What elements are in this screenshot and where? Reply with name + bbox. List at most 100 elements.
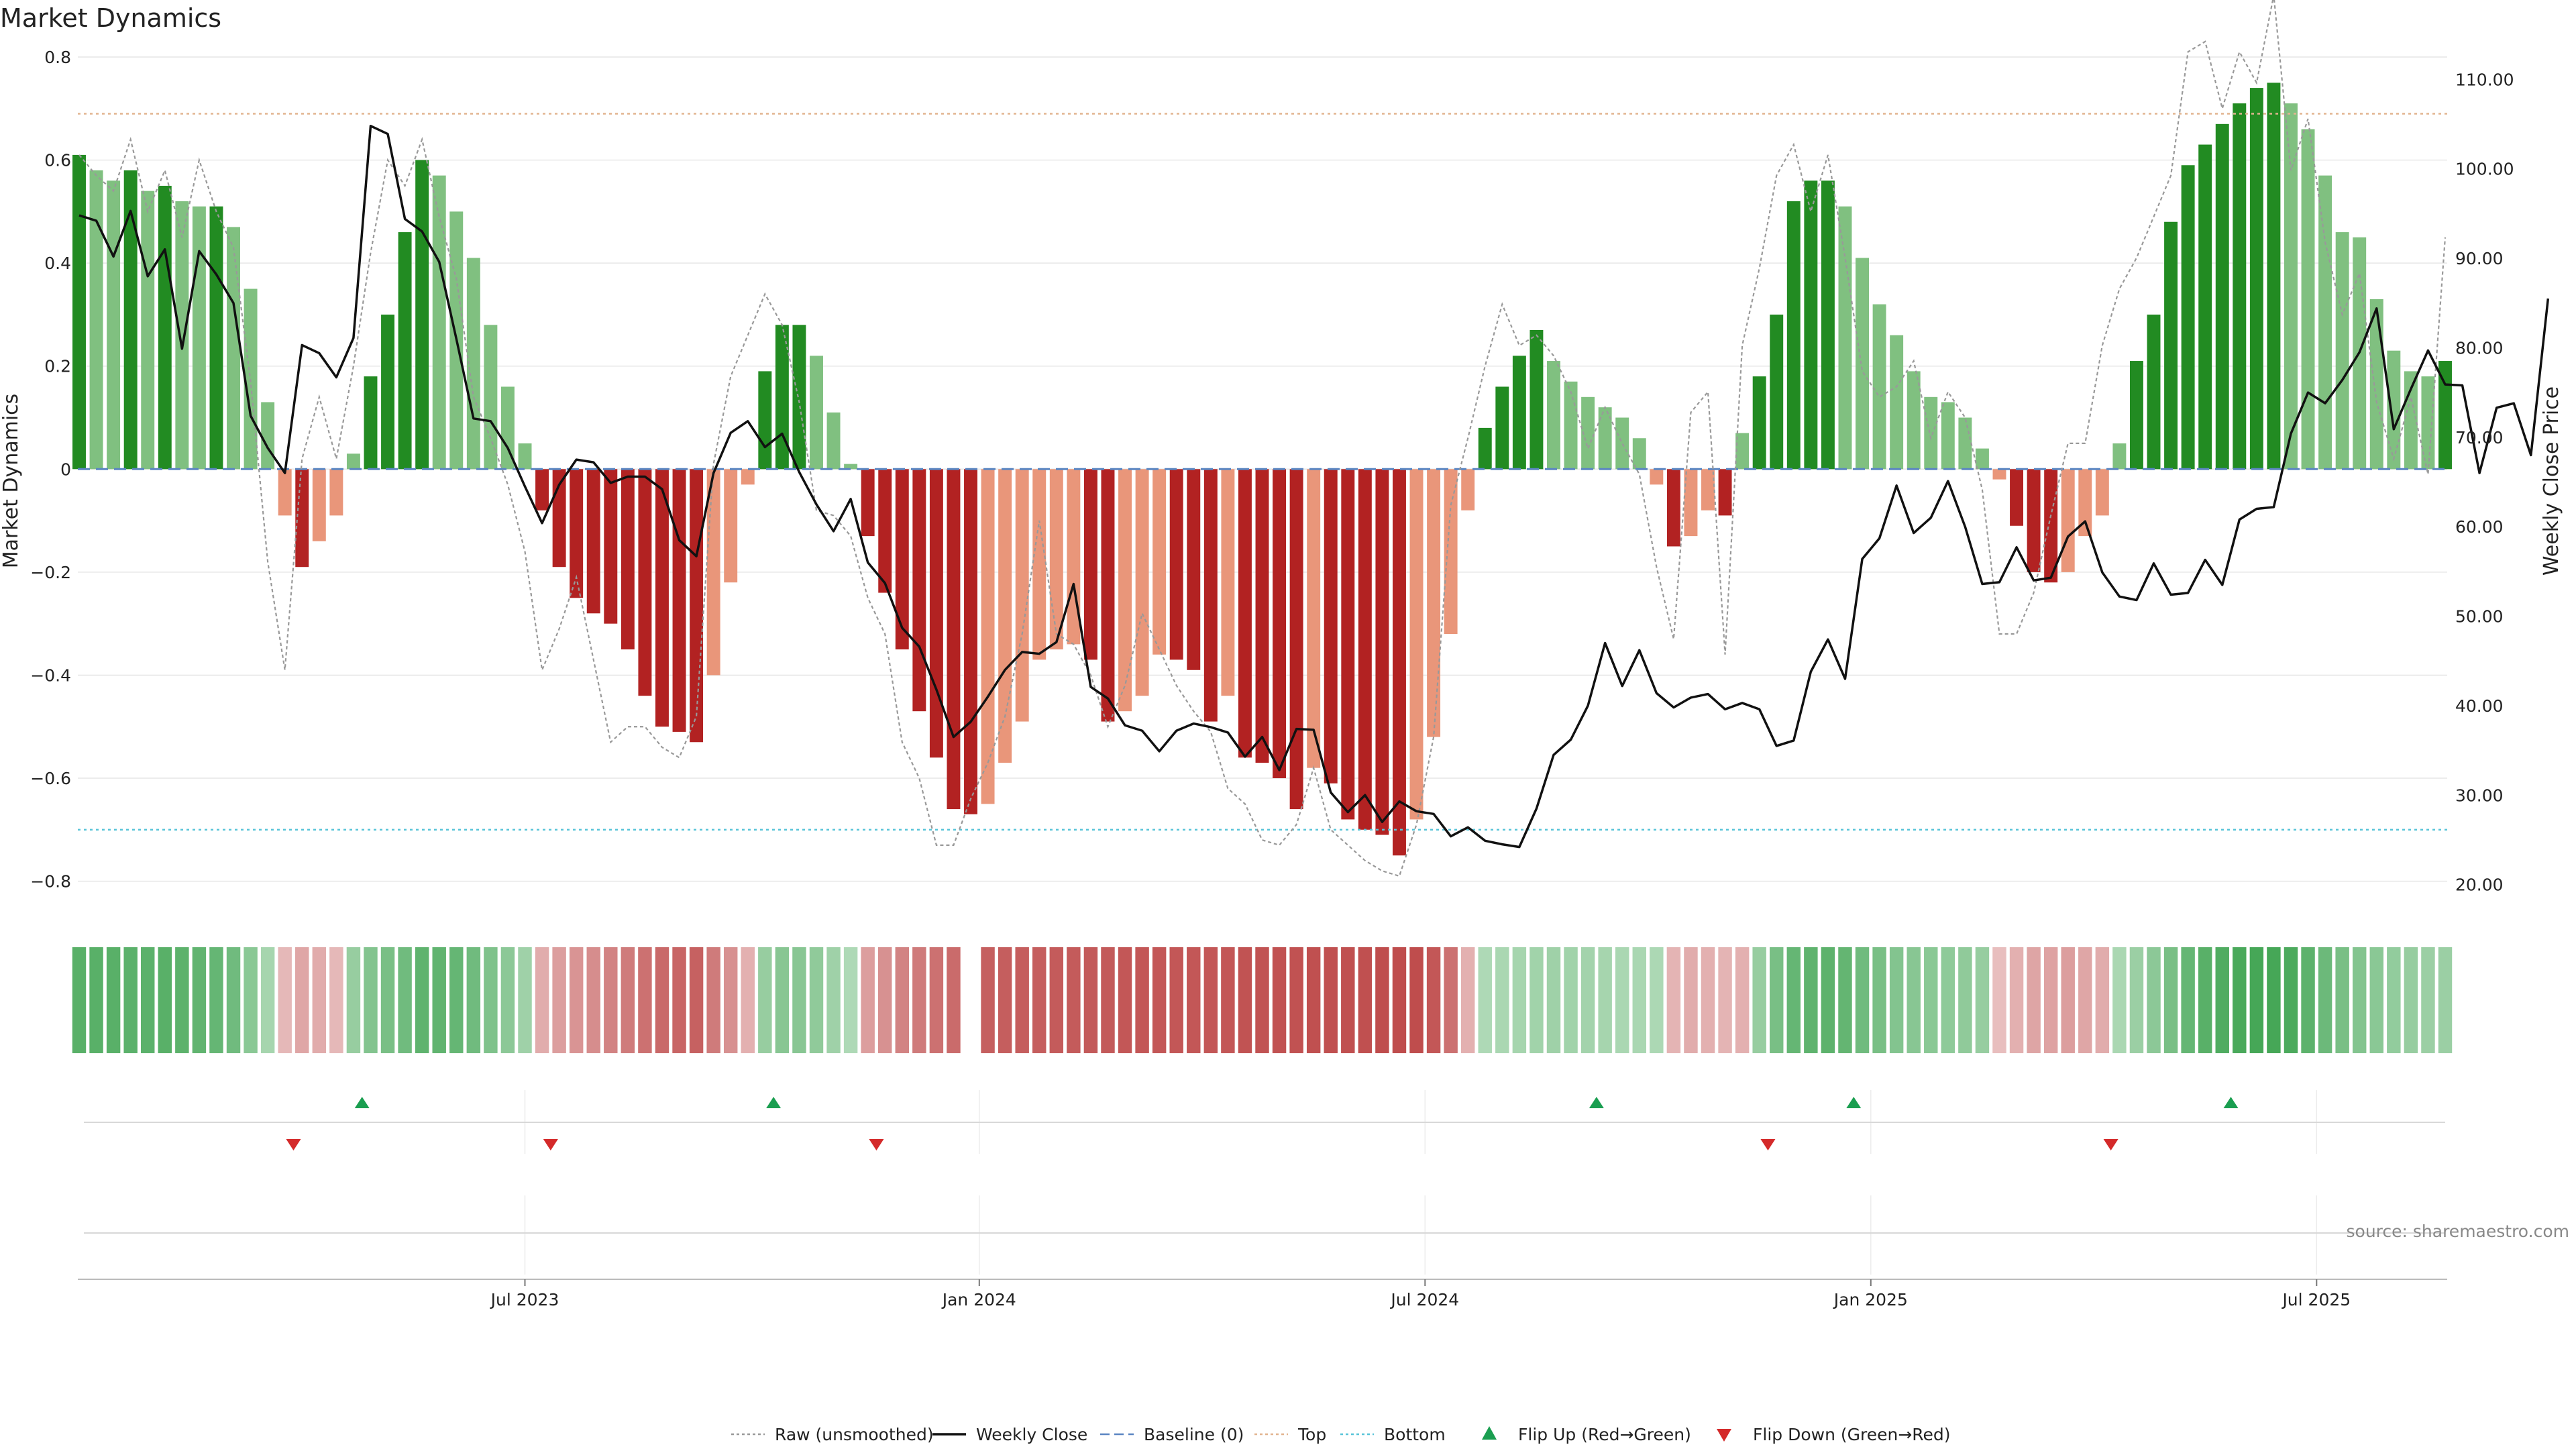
- y-tick-label: −0.2: [30, 563, 71, 582]
- ribbon-cell: [947, 947, 961, 1053]
- md-bar: [1547, 361, 1560, 470]
- md-bar: [72, 154, 86, 470]
- ribbon-cell: [1187, 947, 1201, 1053]
- ribbon-cell: [1118, 947, 1132, 1053]
- ribbon-cell: [158, 947, 172, 1053]
- flip-up-marker: [1589, 1097, 1604, 1108]
- md-bar: [1255, 469, 1269, 763]
- md-bar: [2129, 361, 2143, 470]
- md-bar: [2387, 350, 2401, 470]
- ribbon-cell: [1289, 947, 1303, 1053]
- md-bar: [1975, 448, 1989, 470]
- md-bar: [775, 325, 789, 470]
- md-bar: [1169, 469, 1183, 660]
- legend: Raw (unsmoothed) Weekly Close Baseline (0)…: [731, 1425, 1951, 1444]
- md-bar: [278, 469, 292, 516]
- legend-label: Flip Up (Red→Green): [1518, 1425, 1691, 1444]
- md-bar: [1203, 469, 1218, 722]
- md-bar: [2318, 175, 2332, 470]
- ribbon-cell: [2301, 947, 2315, 1053]
- ribbon-cell: [1821, 947, 1835, 1053]
- ribbon-cell: [1409, 947, 1424, 1053]
- md-bar: [570, 469, 584, 598]
- ribbon-cell: [1512, 947, 1527, 1053]
- md-bar: [209, 206, 223, 470]
- ribbon-cell: [346, 947, 361, 1053]
- md-bar: [1564, 381, 1578, 470]
- ribbon-cell: [535, 947, 549, 1053]
- md-bar: [1135, 469, 1149, 696]
- md-bar: [655, 469, 669, 727]
- ribbon-cell: [621, 947, 635, 1053]
- ribbon-cell: [518, 947, 532, 1053]
- y2-tick-label: 90.00: [2455, 249, 2504, 268]
- right-axis: 110.00 100.00 90.00 80.00 70.00 60.00 50.00 40.…: [2455, 70, 2514, 894]
- ribbon-cell: [2387, 947, 2401, 1053]
- ribbon-cell: [895, 947, 910, 1053]
- flip-down-marker: [2103, 1139, 2118, 1150]
- md-bar: [2164, 221, 2178, 470]
- legend-label: Bottom: [1384, 1425, 1446, 1444]
- md-bar: [192, 206, 206, 470]
- md-bar: [312, 469, 326, 541]
- y-axis-label: Market Dynamics: [0, 394, 23, 569]
- md-bar: [1924, 396, 1938, 470]
- md-bar: [672, 469, 686, 732]
- ribbon-cell: [500, 947, 515, 1053]
- ribbon-cell: [2318, 947, 2332, 1053]
- md-bar: [1941, 402, 1955, 470]
- md-bar: [89, 170, 103, 470]
- ribbon-cell: [1889, 947, 1904, 1053]
- md-bar: [1632, 438, 1646, 470]
- ribbon-cell: [929, 947, 944, 1053]
- md-bar: [175, 201, 189, 470]
- ribbon-cell: [1992, 947, 2006, 1053]
- md-bar: [1890, 335, 1904, 470]
- ribbon-cell: [2335, 947, 2349, 1053]
- md-bar: [1375, 469, 1389, 835]
- y2-tick-label: 60.00: [2455, 517, 2504, 537]
- ribbon-cell: [1341, 947, 1355, 1053]
- ribbon-cell: [586, 947, 600, 1053]
- ribbon-cell: [2112, 947, 2127, 1053]
- md-bar: [1289, 469, 1303, 810]
- md-bar: [1049, 469, 1063, 650]
- ribbon-cell: [398, 947, 412, 1053]
- ribbon-cell: [552, 947, 566, 1053]
- ribbon-cell: [1598, 947, 1612, 1053]
- flip-down-marker: [1760, 1139, 1776, 1150]
- ribbon-cell: [1975, 947, 1990, 1053]
- md-bar: [1821, 180, 1835, 470]
- md-bar: [741, 469, 755, 485]
- ribbon-cell: [1564, 947, 1578, 1053]
- ribbon-cell: [1855, 947, 1870, 1053]
- md-bar: [1838, 206, 1852, 470]
- legend-label: Top: [1297, 1425, 1326, 1444]
- md-bar: [1083, 469, 1097, 660]
- md-bar: [792, 325, 806, 470]
- md-bar: [2421, 376, 2435, 470]
- legend-item: Raw (unsmoothed): [731, 1425, 934, 1444]
- ribbon-cell: [1546, 947, 1561, 1053]
- bars-layer: [72, 83, 2452, 856]
- y2-tick-label: 100.00: [2455, 160, 2514, 179]
- ribbon-cell: [1067, 947, 1081, 1053]
- ribbon-cell: [244, 947, 258, 1053]
- ribbon-cell: [226, 947, 241, 1053]
- md-bar: [861, 469, 875, 537]
- ribbon-cell: [998, 947, 1012, 1053]
- flip-down-marker: [286, 1139, 301, 1150]
- md-bar: [1118, 469, 1132, 712]
- md-bar: [364, 376, 378, 470]
- ribbon-cell: [1838, 947, 1852, 1053]
- ribbon-cell: [1529, 947, 1544, 1053]
- md-bar: [1650, 469, 1664, 485]
- legend-item: Baseline (0): [1100, 1425, 1244, 1444]
- md-bar: [1856, 258, 1869, 470]
- md-bar: [1529, 329, 1544, 470]
- y-tick-label: 0.8: [44, 48, 71, 67]
- md-bar: [912, 469, 926, 712]
- md-bar: [2181, 165, 2195, 470]
- md-bar: [1478, 427, 1492, 470]
